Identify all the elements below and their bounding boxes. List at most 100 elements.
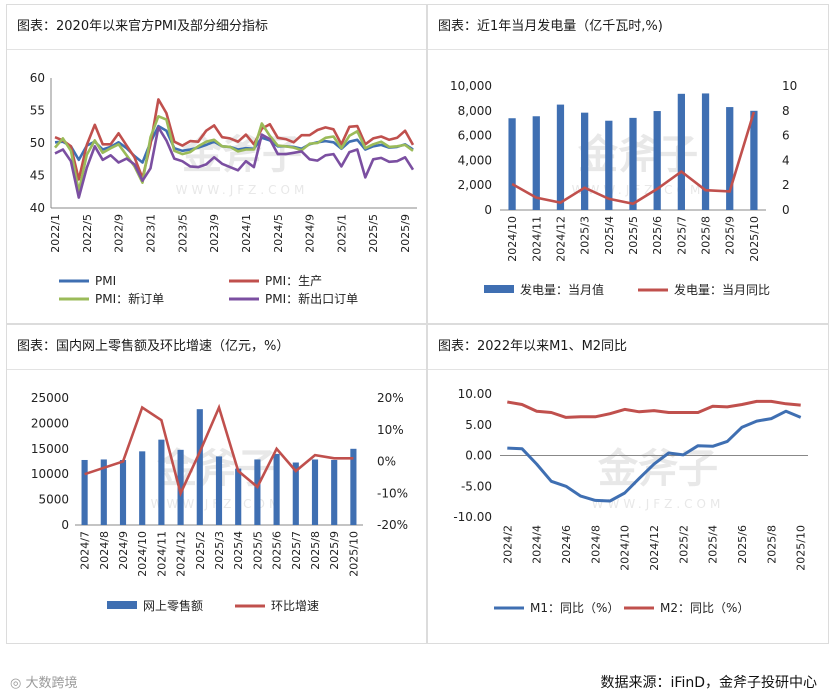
- x-tick-label: 2024/4: [531, 525, 544, 564]
- y-tick-label: 8,000: [458, 104, 492, 118]
- x-tick-label: 2024/9: [304, 214, 317, 253]
- bar-2024/12: [177, 449, 184, 525]
- series-line-发电量：当月同比: [511, 111, 756, 206]
- x-tick-label: 2025/5: [251, 531, 264, 570]
- y2-tick-label: 0: [782, 203, 790, 217]
- y2-tick-label: -20%: [377, 518, 408, 532]
- x-tick-label: 2025/2: [194, 531, 207, 570]
- y-tick-label: -10.00: [453, 510, 492, 524]
- y2-tick-label: 10: [782, 79, 797, 93]
- y-tick-label: 5000: [38, 493, 69, 507]
- y-tick-label: 6,000: [458, 129, 492, 143]
- x-tick-label: 2025/8: [309, 531, 322, 570]
- panel-title: 图表：2022年以来M1、M2同比: [438, 339, 628, 354]
- x-tick-label: 2024/10: [506, 216, 519, 262]
- x-tick-label: 2024/5: [272, 214, 285, 253]
- panel-title: 图表：国内网上零售额及环比增速（亿元，%）: [17, 339, 290, 354]
- x-tick-label: 2024/12: [175, 531, 188, 577]
- series-line-M2：同比（%）: [507, 399, 801, 419]
- x-tick-label: 2025/5: [627, 216, 640, 255]
- x-tick-label: 2024/12: [648, 525, 661, 571]
- x-tick-label: 2025/6: [736, 525, 749, 564]
- x-tick-label: 2023/9: [208, 214, 221, 253]
- series-line-环比增速: [84, 403, 354, 498]
- legend-label: 网上零售额: [143, 598, 203, 613]
- legend-label: PMI：生产: [265, 274, 322, 288]
- y-tick-label: 0: [484, 203, 492, 217]
- watermark-brand: 金斧子: [597, 446, 718, 492]
- y-tick-label: 50: [30, 136, 45, 150]
- y-tick-label: 0: [61, 518, 69, 532]
- bar-2025/6: [273, 453, 280, 525]
- y-tick-label: 0.00: [465, 449, 492, 463]
- divider: [7, 49, 426, 50]
- y2-tick-label: 8: [782, 104, 790, 118]
- x-tick-label: 2024/6: [560, 525, 573, 564]
- x-tick-label: 2025/4: [603, 216, 616, 255]
- y2-tick-label: 20%: [377, 391, 404, 405]
- series-line-PMI：新订单: [54, 115, 414, 193]
- chart-panel-online-retail: 图表：国内网上零售额及环比增速（亿元，%） 金斧子WWW.JFZ.COM0500…: [6, 324, 427, 644]
- legend-label: M2：同比（%）: [660, 601, 749, 615]
- y2-tick-label: 10%: [377, 423, 404, 437]
- bar-2024/9: [119, 459, 127, 525]
- watermark-url: WWW.JFZ.COM: [592, 497, 725, 511]
- y2-tick-label: 2: [782, 178, 790, 192]
- x-tick-label: 2025/6: [271, 531, 284, 570]
- divider: [7, 369, 426, 370]
- bar-2024/10: [508, 118, 516, 210]
- x-tick-label: 2025/10: [748, 216, 761, 262]
- x-tick-label: 2024/2: [501, 525, 514, 564]
- legend-label: 发电量：当月值: [520, 282, 604, 297]
- legend-label: M1：同比（%）: [530, 601, 619, 615]
- y-tick-label: 10000: [31, 467, 69, 481]
- x-tick-label: 2025/9: [724, 216, 737, 255]
- legend-label: 环比增速: [271, 599, 319, 613]
- bar-2025/8: [311, 459, 319, 525]
- legend-label: PMI：新出口订单: [265, 291, 358, 306]
- panel-title: 图表：2020年以来官方PMI及部分细分指标: [17, 19, 268, 34]
- y-tick-label: 10,000: [450, 79, 492, 93]
- x-tick-label: 2024/1: [240, 214, 253, 253]
- y-tick-label: 45: [30, 169, 45, 183]
- x-tick-label: 2025/4: [232, 531, 245, 570]
- bar-2025/9: [331, 459, 338, 525]
- bar-2025/7: [292, 462, 299, 525]
- y-tick-label: 10.00: [458, 387, 492, 401]
- bar-2025/5: [254, 459, 261, 525]
- x-tick-label: 2025/8: [700, 216, 713, 255]
- x-tick-label: 2025/5: [367, 214, 380, 253]
- chart-panel-m1m2: 图表：2022年以来M1、M2同比 金斧子 WWW.JFZ.COM -10.00 -5…: [427, 324, 829, 644]
- y-tick-label: 60: [30, 71, 45, 85]
- bar-2024/12: [556, 104, 565, 210]
- bar-2025/7: [677, 93, 685, 210]
- x-tick-label: 2025/7: [290, 531, 303, 570]
- footer-logo: ◎ 大数跨境: [10, 672, 78, 691]
- bar-2024/11: [532, 116, 540, 210]
- x-tick-label: 2024/9: [117, 531, 130, 570]
- bar-2024/10: [139, 451, 146, 525]
- online-retail-chart: 金斧子WWW.JFZ.COM0500010000150002000025000-…: [31, 391, 408, 613]
- watermark-url: WWW.JFZ.COM: [176, 183, 309, 197]
- series-line-PMI：新出口订单: [54, 126, 415, 199]
- x-tick-label: 2024/10: [136, 531, 149, 577]
- x-tick-label: 2024/11: [530, 216, 543, 262]
- y2-tick-label: 6: [782, 129, 790, 143]
- x-tick-label: 2022/9: [113, 214, 126, 253]
- legend-swatch: [484, 285, 514, 293]
- y2-tick-label: 4: [782, 153, 790, 167]
- x-tick-label: 2025/3: [579, 216, 592, 255]
- x-tick-label: 2025/8: [765, 525, 778, 564]
- bar-2024/8: [100, 459, 107, 525]
- bar-2025/3: [215, 456, 223, 525]
- bar-2025/10: [350, 448, 357, 525]
- y-tick-label: 20000: [31, 416, 69, 430]
- bar-2025/4: [235, 468, 242, 525]
- bar-2025/5: [629, 117, 637, 210]
- bar-2025/3: [581, 112, 589, 210]
- y-tick-label: 2,000: [458, 178, 492, 192]
- x-tick-label: 2025/3: [213, 531, 226, 570]
- series-line-M1：同比（%）: [507, 409, 802, 503]
- x-tick-label: 2025/4: [707, 525, 720, 564]
